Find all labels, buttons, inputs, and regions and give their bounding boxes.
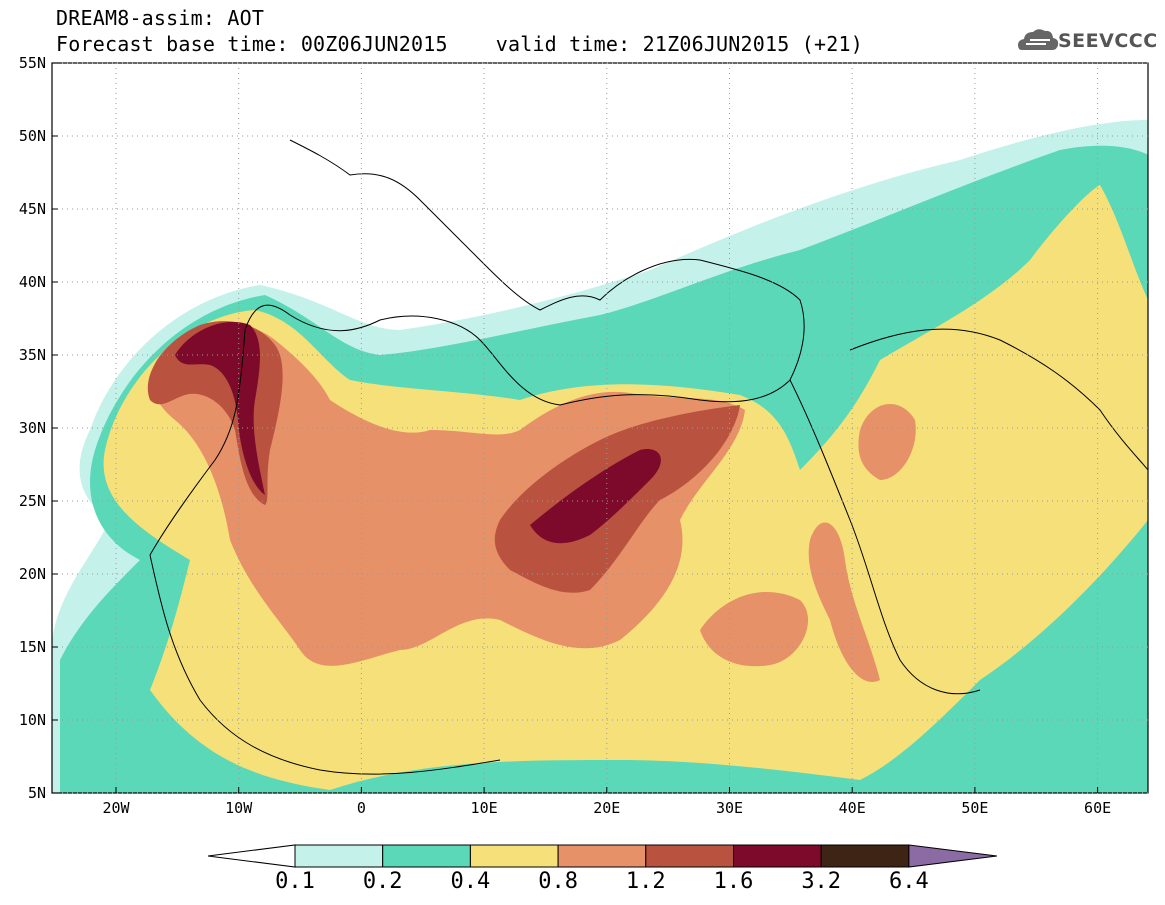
- graticule: [52, 62, 1148, 794]
- colorbar: [207, 844, 997, 868]
- colorbar-swatch: [557, 844, 647, 868]
- cloud-icon: [1018, 29, 1059, 50]
- colorbar-swatch: [469, 844, 559, 868]
- aot-fields: [52, 120, 1148, 793]
- longitude-ticks: 20W 10W 0 10E 20E 30E 40E 50E 60E: [102, 787, 1111, 817]
- colorbar-label: 3.2: [801, 869, 842, 894]
- coastlines: [149, 139, 1148, 775]
- lat-tick-label: 50N: [19, 127, 46, 145]
- latitude-ticks: 55N 50N 45N 40N 35N 30N 25N 20N 15N 10N 5N: [19, 54, 58, 802]
- colorbar-label: 6.4: [889, 869, 929, 894]
- colorbar-label: 0.8: [538, 869, 578, 894]
- lon-tick-label: 10W: [225, 799, 253, 817]
- lon-tick-label: 50E: [961, 799, 988, 817]
- valid-time: valid time: 21Z06JUN2015 (+21): [495, 32, 863, 56]
- map-subtitle: Forecast base time: 00Z06JUN2015 valid ti…: [56, 33, 863, 55]
- colorbar-swatch: [820, 844, 910, 868]
- lat-tick-label: 5N: [28, 784, 46, 802]
- lat-tick-label: 25N: [19, 492, 46, 510]
- colorbar-swatch: [382, 844, 471, 868]
- colorbar-label: 0.1: [275, 869, 315, 894]
- logo-text: SEEVCCC: [1058, 30, 1158, 52]
- aot-level-0.8-arabia: [858, 403, 916, 480]
- colorbar-label: 0.4: [450, 869, 491, 894]
- lat-tick-label: 20N: [19, 565, 46, 583]
- colorbar-swatch: [733, 844, 822, 868]
- lat-tick-label: 10N: [19, 711, 46, 729]
- aot-level-1.6-central: [530, 449, 661, 544]
- lat-tick-label: 40N: [19, 273, 46, 291]
- lat-tick-label: 15N: [19, 638, 46, 656]
- lat-tick-label: 30N: [19, 419, 46, 437]
- colorbar-high-arrow: [908, 844, 997, 868]
- colorbar-swatch: [645, 844, 734, 868]
- lon-tick-label: 0: [357, 799, 366, 817]
- colorbar-label: 0.2: [362, 869, 403, 894]
- lat-tick-label: 45N: [19, 200, 46, 218]
- colorbar-low-arrow: [207, 844, 296, 868]
- colorbar-label: 1.6: [713, 869, 754, 894]
- lat-tick-label: 35N: [19, 346, 46, 364]
- base-time: Forecast base time: 00Z06JUN2015: [56, 32, 448, 56]
- lon-tick-label: 60E: [1084, 799, 1111, 817]
- lat-tick-label: 55N: [19, 54, 46, 72]
- lon-tick-label: 10E: [471, 799, 498, 817]
- lon-tick-label: 30E: [716, 799, 743, 817]
- aot-level-0.8-east: [700, 591, 809, 667]
- colorbar-label: 1.2: [625, 869, 666, 894]
- lon-tick-label: 20E: [593, 799, 620, 817]
- aot-level-0.8-sudan: [808, 522, 880, 682]
- map-title: DREAM8-assim: AOT: [56, 6, 265, 30]
- lon-tick-label: 20W: [102, 799, 130, 817]
- colorbar-swatch: [294, 844, 384, 868]
- lon-tick-label: 40E: [839, 799, 866, 817]
